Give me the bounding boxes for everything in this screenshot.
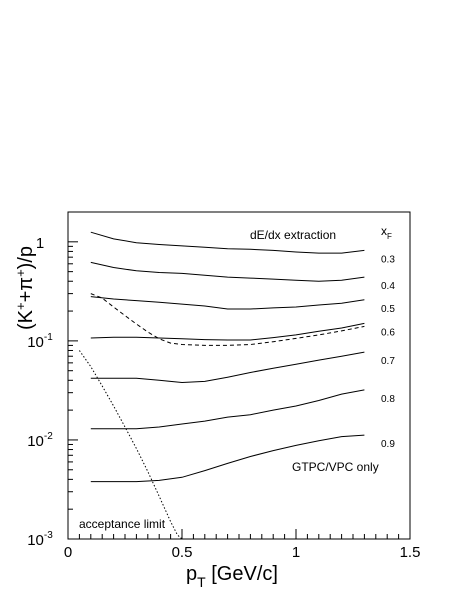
annotation-gtpc: GTPC/VPC only [292,460,379,474]
y-tick-label: 1 [36,235,44,252]
series-label: 0.5 [381,304,395,315]
y-axis-title-open: (K [15,309,37,330]
y-tick-exponent: -2 [44,431,53,442]
series-line-dashed [90,293,365,346]
y-tick-base: 10 [27,532,44,549]
series-line-0.4 [90,261,365,282]
x-tick-label: 1 [292,544,300,561]
annotation-acceptance: acceptance limit [79,517,166,531]
x-axis-title-sub: T [197,574,206,590]
y-axis-title: (K++π+)/p [13,246,37,330]
y-tick-base: 10 [27,433,44,450]
y-ticks: 110-110-210-3 [27,211,78,549]
x-tick-label: 1.5 [400,544,421,561]
y-tick-exponent: -3 [44,530,53,541]
series-line-0.9 [90,434,365,483]
series-line-0.5 [90,296,365,310]
series-line-0.7 [90,351,365,384]
legend-header-main: x [381,224,387,238]
plot-frame [67,211,411,540]
legend-header: xF [381,224,392,241]
y-axis-title-sup1: + [13,302,28,310]
y-axis-title-mid: +π [15,277,37,302]
series-label: 0.8 [381,394,395,405]
series-label: 0.3 [381,254,395,265]
series-label: 0.7 [381,356,395,367]
y-tick-label: 10-3 [27,530,53,549]
series-label: 0.6 [381,327,395,338]
y-axis-title-close: )/p [15,246,37,269]
series-line-dotted [78,350,183,540]
x-ticks: 0 0.5 1 1.5 [64,529,421,561]
series-label: 0.9 [381,439,395,450]
series-label: 0.4 [381,281,395,292]
x-axis-title: pT [GeV/c] [186,563,278,590]
x-tick-label: 0 [64,544,72,561]
series-line-0.6 [90,322,365,341]
y-tick-base: 1 [36,235,44,252]
y-axis-title-sup2: + [13,269,28,277]
legend-header-sub: F [387,232,392,241]
series-group [78,231,365,540]
y-tick-label: 10-1 [27,332,53,351]
y-tick-base: 10 [27,334,44,351]
x-axis-title-rest: [GeV/c] [206,563,278,585]
annotation-dedx: dE/dx extraction [250,228,336,242]
series-labels: 0.3 0.4 0.5 0.6 0.7 0.8 0.9 [381,254,395,450]
y-tick-label: 10-2 [27,431,53,450]
x-axis-title-main: p [186,563,197,585]
series-line-0.3 [90,231,365,254]
y-tick-exponent: -1 [44,332,53,343]
series-line-0.8 [90,389,365,430]
x-tick-label: 0.5 [172,544,193,561]
